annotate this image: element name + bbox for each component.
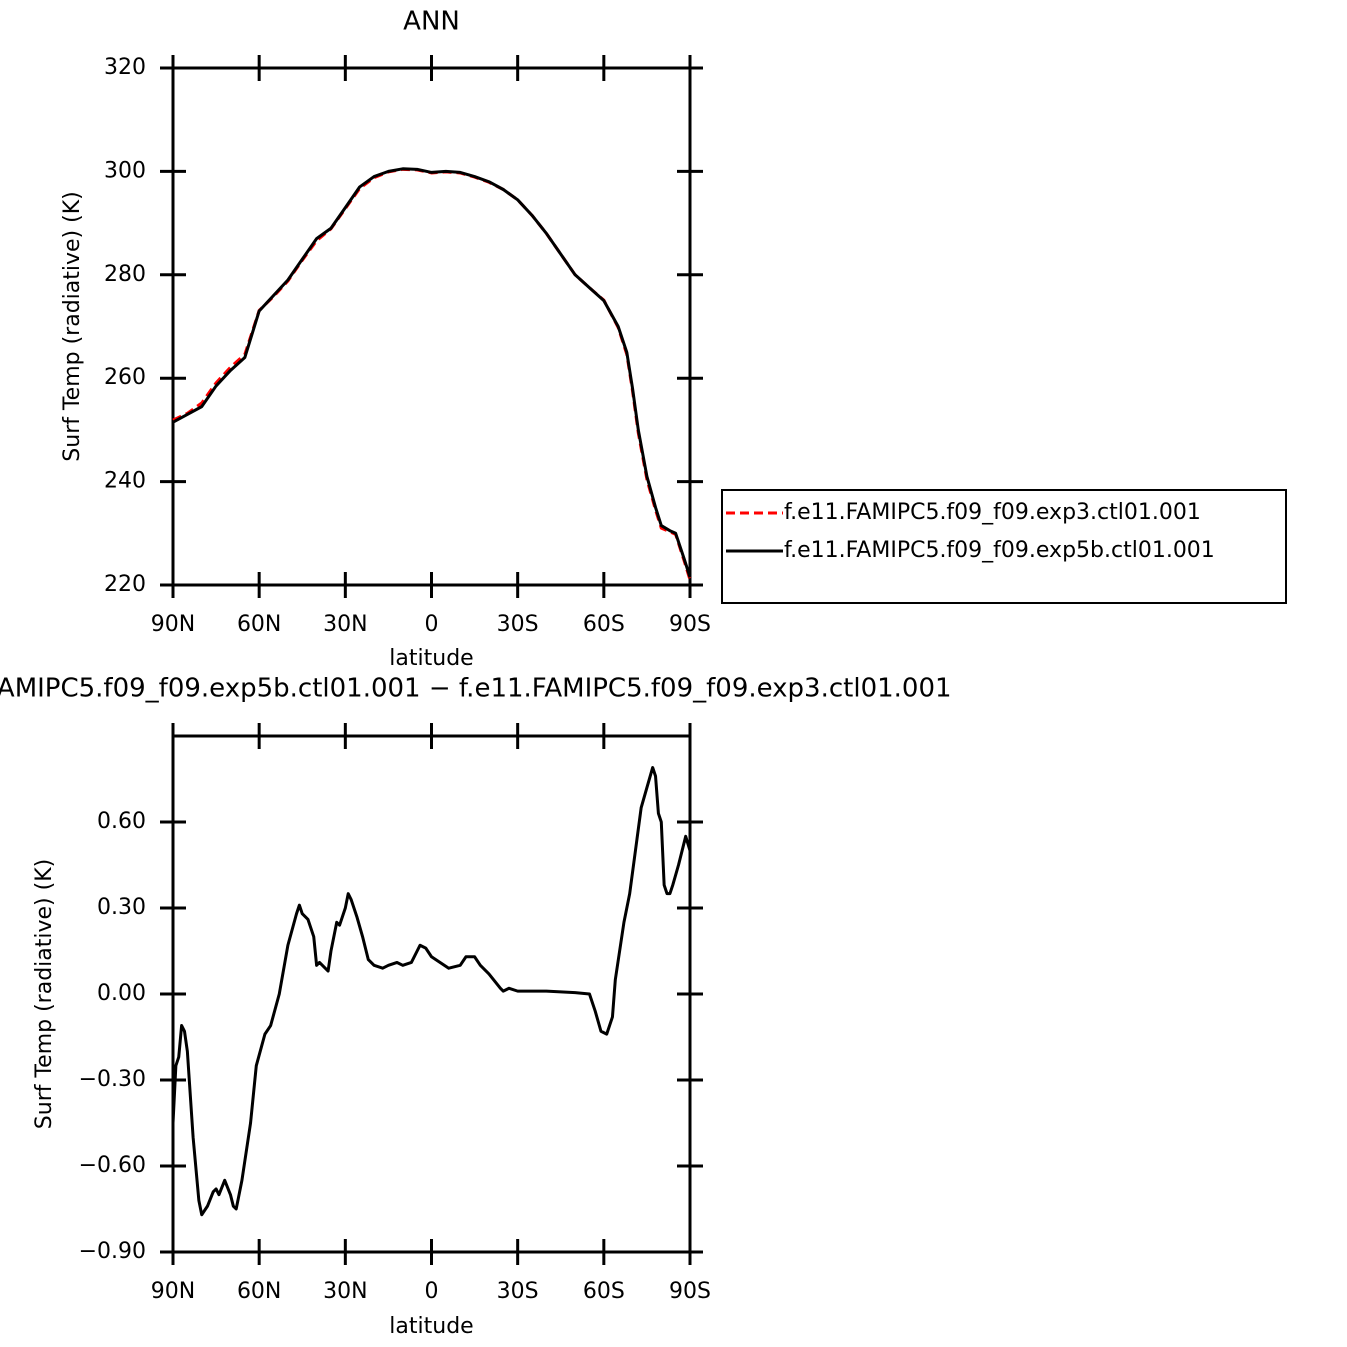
data-line — [172, 167, 692, 578]
x-tick-label: 90S — [669, 1279, 711, 1304]
chart-title: ANN — [403, 7, 460, 37]
x-tick-label: 30S — [497, 1279, 539, 1304]
data-line — [172, 167, 692, 581]
y-axis-label: Surf Temp (radiative) (K) — [60, 191, 85, 461]
data-line — [171, 766, 692, 1217]
x-tick-label: 30N — [323, 612, 367, 637]
chart-title: f.e11.FAMIPC5.f09_f09.exp5b.ctl01.001 − … — [0, 674, 952, 704]
x-axis-label: latitude — [389, 1314, 473, 1339]
x-tick-label: 60S — [583, 1279, 625, 1304]
x-tick-label: 0 — [425, 612, 439, 637]
x-tick-label: 0 — [425, 1279, 439, 1304]
x-tick-label: 90N — [151, 612, 195, 637]
x-tick-label: 90N — [151, 1279, 195, 1304]
y-tick-label: 0.00 — [97, 981, 146, 1006]
plot-frame — [171, 66, 692, 587]
y-tick-label: 280 — [104, 262, 146, 287]
y-tick-label: 0.30 — [97, 895, 146, 920]
y-tick-label: 300 — [104, 158, 146, 183]
x-tick-label: 60N — [237, 1279, 281, 1304]
y-tick-label: −0.30 — [79, 1067, 146, 1092]
x-tick-label: 60S — [583, 612, 625, 637]
y-tick-label: −0.60 — [79, 1153, 146, 1178]
y-tick-label: 240 — [104, 469, 146, 494]
y-axis-label: Surf Temp (radiative) (K) — [32, 859, 57, 1129]
y-tick-label: 220 — [104, 572, 146, 597]
x-tick-label: 90S — [669, 612, 711, 637]
y-tick-label: −0.90 — [79, 1239, 146, 1264]
legend-label: f.e11.FAMIPC5.f09_f09.exp5b.ctl01.001 — [784, 538, 1215, 563]
x-tick-label: 30N — [323, 1279, 367, 1304]
x-axis-label: latitude — [389, 646, 473, 671]
y-tick-label: 260 — [104, 365, 146, 390]
plot-frame — [171, 734, 692, 1254]
y-tick-label: 320 — [104, 55, 146, 80]
legend-label: f.e11.FAMIPC5.f09_f09.exp3.ctl01.001 — [784, 500, 1201, 525]
x-tick-label: 30S — [497, 612, 539, 637]
x-tick-label: 60N — [237, 612, 281, 637]
legend-box — [721, 489, 1287, 604]
y-tick-label: 0.60 — [97, 809, 146, 834]
